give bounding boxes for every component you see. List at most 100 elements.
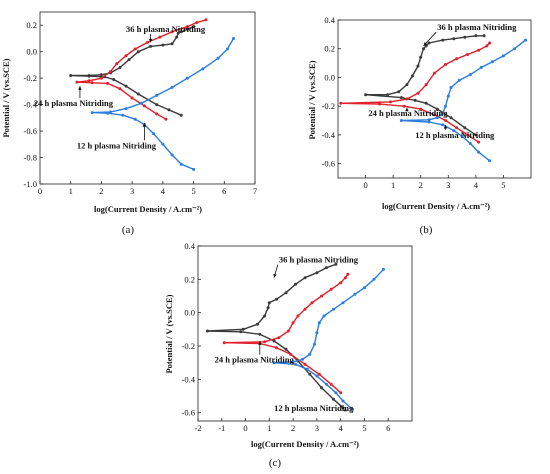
data-point-blue <box>161 142 165 146</box>
data-point-blue <box>353 292 357 296</box>
data-point-red <box>133 47 137 51</box>
x-tick-label: 5 <box>191 186 195 196</box>
series-line-red <box>76 19 207 120</box>
panel-caption: (a) <box>122 224 135 236</box>
data-point-blue <box>324 382 328 386</box>
data-point-red <box>477 48 481 52</box>
data-point-red <box>277 336 281 340</box>
data-point-black <box>320 386 324 390</box>
data-point-red <box>164 117 168 121</box>
data-point-red <box>339 391 343 395</box>
data-point-black <box>175 35 179 39</box>
data-point-black <box>419 55 423 59</box>
chart-panel-a: 0 1 2 3 4 5 6 7 -1.0 -0.8 -0.6 -0.4 -0.2 0.0 0.2 36 h … <box>1 11 258 236</box>
data-point-blue <box>468 142 472 145</box>
data-point-red <box>455 126 459 130</box>
data-point-blue <box>308 352 312 356</box>
series-group <box>69 18 235 171</box>
y-tick-label: -0.4 <box>322 130 336 140</box>
data-point-blue <box>305 367 309 371</box>
data-point-red <box>130 96 134 100</box>
data-point-red <box>87 79 91 83</box>
x-tick-label: 2 <box>99 186 103 196</box>
data-point-red <box>477 140 481 144</box>
data-point-black <box>416 64 420 68</box>
data-point-blue <box>106 111 110 115</box>
data-point-black <box>315 271 319 275</box>
data-point-black <box>449 116 453 120</box>
data-point-black <box>179 113 183 117</box>
x-tick-label: 3 <box>130 186 134 196</box>
y-tick-label: 0.4 <box>184 241 195 251</box>
data-point-blue <box>301 357 305 361</box>
data-point-black <box>258 332 262 336</box>
y-tick-label: 0.2 <box>26 20 37 30</box>
data-point-black <box>179 30 183 34</box>
series-group <box>339 34 527 163</box>
data-point-blue <box>341 301 345 305</box>
series-annotation-label: 36 h plasma Nitriding <box>126 24 206 34</box>
data-point-red <box>346 272 350 276</box>
data-point-red <box>185 25 189 29</box>
data-point-blue <box>291 360 295 364</box>
data-point-black <box>284 291 288 295</box>
data-point-red <box>339 281 343 285</box>
y-tick-label: -0.6 <box>24 126 37 136</box>
data-point-black <box>69 74 73 77</box>
plot-frame <box>197 245 413 422</box>
data-point-blue <box>452 129 456 133</box>
data-point-red <box>155 112 159 116</box>
y-tick-label: -0.8 <box>24 153 37 163</box>
x-tick-label: 4 <box>339 423 344 433</box>
data-point-red <box>90 81 94 85</box>
x-tick-label: 3 <box>446 180 450 190</box>
data-point-red <box>339 101 343 105</box>
data-point-black <box>435 107 439 111</box>
data-point-black <box>149 44 153 48</box>
x-tick-label: 0 <box>38 186 42 196</box>
series-annotation-label: 12 h plasma Nitriding <box>274 403 354 413</box>
data-point-blue <box>322 314 326 318</box>
y-tick-label: 0.0 <box>26 47 37 57</box>
data-point-blue <box>139 101 143 105</box>
data-point-black <box>303 276 307 280</box>
data-point-red <box>310 301 314 305</box>
y-tick-label: -0.6 <box>322 159 335 169</box>
y-tick-label: -0.2 <box>322 101 335 111</box>
data-point-black <box>405 83 409 87</box>
data-point-blue <box>216 56 220 60</box>
data-point-red <box>275 346 278 350</box>
data-point-blue <box>315 374 319 378</box>
data-point-red <box>329 382 333 386</box>
annotation-arrowhead <box>343 407 348 412</box>
series-annotation-label: 12 h plasma Nitriding <box>77 140 157 150</box>
data-point-red <box>170 30 174 34</box>
data-point-black <box>275 297 278 301</box>
x-tick-label: 4 <box>161 186 166 196</box>
series-group <box>206 262 385 411</box>
data-point-black <box>397 90 401 94</box>
data-point-blue <box>109 110 113 114</box>
data-point-red <box>263 340 267 344</box>
x-tick-label: 2 <box>291 423 295 433</box>
x-tick-label: 1 <box>267 423 271 433</box>
data-point-red <box>296 314 300 318</box>
data-point-red <box>222 341 226 345</box>
data-point-black <box>267 301 271 305</box>
annotations: 36 h plasma Nitriding 24 h plasma Nitridi… <box>368 22 517 140</box>
data-point-black <box>386 93 390 97</box>
data-point-black <box>118 66 122 70</box>
axis-ticks: 0 1 2 3 4 5 6 7 -1.0 -0.8 -0.6 -0.4 -0.2 0.0 0.2 <box>24 20 258 196</box>
data-point-blue <box>185 76 189 80</box>
data-point-red <box>289 352 293 356</box>
data-point-red <box>317 372 321 376</box>
y-tick-label: 0.2 <box>184 274 195 284</box>
data-point-red <box>320 294 324 298</box>
data-point-blue <box>435 116 439 120</box>
data-point-black <box>87 74 91 77</box>
data-point-black <box>410 74 414 78</box>
data-point-black <box>176 31 180 35</box>
data-point-red <box>433 113 436 117</box>
data-point-black <box>241 327 245 331</box>
